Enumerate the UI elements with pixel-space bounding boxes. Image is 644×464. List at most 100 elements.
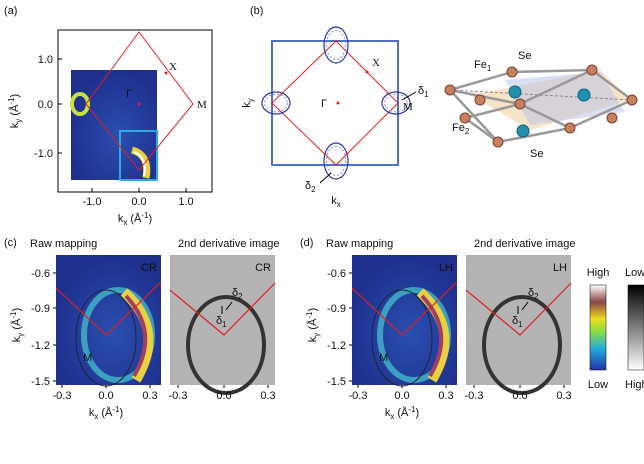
x-tick-label: 0.0 bbox=[131, 196, 146, 208]
bond bbox=[591, 69, 633, 101]
bond bbox=[511, 68, 593, 74]
axis-label-part: k bbox=[307, 336, 319, 342]
colorbar-label: Low bbox=[588, 379, 608, 391]
axis-label: ky (Å-1) bbox=[305, 308, 321, 342]
atom-label: Se bbox=[518, 50, 531, 62]
axis-label-part: (Å bbox=[394, 406, 409, 419]
x-tick-label: -0.3 bbox=[53, 390, 72, 402]
axis-label-part: -1 bbox=[408, 405, 416, 414]
delta-label-part: δ bbox=[512, 315, 518, 327]
axis-label-part: y bbox=[246, 98, 255, 102]
delta-label-part: δ bbox=[528, 287, 534, 299]
colorbar-label: High bbox=[625, 379, 644, 391]
fermi-pocket bbox=[420, 294, 444, 378]
axis-label-part: -1 bbox=[7, 97, 16, 105]
atom-label: Fe1 bbox=[474, 59, 492, 73]
delta-label-part: δ bbox=[418, 85, 424, 97]
axis-label: ky (Å-1) bbox=[9, 308, 25, 342]
x-dot bbox=[365, 70, 369, 74]
axis-label-part: (Å bbox=[127, 212, 142, 225]
y-tick-label: -1.5 bbox=[327, 376, 346, 388]
y-tick-label: -0.9 bbox=[327, 303, 346, 315]
bond bbox=[464, 102, 521, 120]
axis-label-part: x bbox=[94, 412, 98, 421]
pocket-inner bbox=[264, 93, 288, 113]
point-label: M bbox=[83, 352, 92, 364]
zone-edge bbox=[55, 281, 162, 336]
delta-label-part: 2 bbox=[238, 292, 243, 301]
axis-label-part: (Å bbox=[10, 318, 23, 333]
image-tag: CR bbox=[255, 262, 271, 274]
atom-label-part: 1 bbox=[487, 64, 492, 73]
arrow bbox=[319, 172, 332, 184]
x-tick-label: 0.0 bbox=[98, 390, 113, 402]
y-tick-label: -0.9 bbox=[31, 303, 50, 315]
x-tick-label: 0.0 bbox=[394, 390, 409, 402]
point-label: X bbox=[372, 57, 380, 69]
axis-label: kx (Å-1) bbox=[385, 405, 419, 421]
delta-label-part: 1 bbox=[518, 320, 523, 329]
axis-label-part: ) bbox=[307, 308, 319, 312]
axis-label-part: k bbox=[9, 122, 21, 128]
atom-label: Fe2 bbox=[452, 122, 470, 136]
pocket-inner bbox=[325, 30, 347, 60]
y-tick-label: 1.0 bbox=[38, 54, 53, 66]
axis-label: ky (Å-1) bbox=[7, 94, 23, 128]
colorbar-label: High bbox=[587, 267, 610, 279]
bond bbox=[497, 126, 571, 144]
x-tick-label: 0.0 bbox=[512, 390, 527, 402]
point-label: M bbox=[379, 352, 388, 364]
pocket bbox=[381, 91, 411, 115]
bond bbox=[464, 116, 499, 144]
y-tick-label: -1.2 bbox=[327, 340, 346, 352]
delta-label-part: 1 bbox=[222, 320, 227, 329]
pocket-inner bbox=[325, 146, 347, 176]
delta-label-part: 2 bbox=[311, 185, 316, 194]
image-tag: LH bbox=[553, 262, 567, 274]
axis-label: kx (Å-1) bbox=[89, 405, 123, 421]
fermi-pocket bbox=[70, 92, 90, 116]
delta-label: δ2 bbox=[232, 287, 243, 301]
zone-edge bbox=[169, 282, 276, 336]
bond bbox=[449, 70, 513, 92]
dash bbox=[449, 89, 633, 101]
panel-label: (a) bbox=[4, 5, 17, 17]
delta-label: δ2 bbox=[305, 180, 316, 194]
zoom-box bbox=[119, 130, 158, 181]
fe-atom bbox=[474, 94, 486, 106]
x-tick-label: 0.0 bbox=[216, 390, 231, 402]
colorbar bbox=[589, 284, 607, 371]
bond bbox=[449, 88, 521, 106]
se-atom bbox=[577, 88, 591, 102]
pocket bbox=[261, 91, 291, 115]
atom-label-part: 2 bbox=[465, 127, 470, 136]
fermi-pocket bbox=[124, 294, 148, 378]
axis-label-part: (Å bbox=[306, 318, 319, 333]
y-tick-label: 0.0 bbox=[38, 99, 53, 111]
point-label: Γ bbox=[126, 88, 132, 100]
axis-label-part: (Å bbox=[8, 104, 21, 119]
axis-label-part: k bbox=[118, 213, 124, 225]
colorbar-label: Low bbox=[625, 267, 644, 279]
axis-label-part: y bbox=[16, 333, 25, 337]
axis-label-part: k bbox=[89, 407, 95, 419]
gamma-dot bbox=[137, 102, 141, 106]
axis-label-part: x bbox=[123, 218, 127, 227]
ring bbox=[186, 295, 266, 395]
axis-label-part: y bbox=[312, 333, 321, 337]
atom-label-part: Fe bbox=[474, 59, 487, 71]
axis-label-part: -1 bbox=[141, 211, 149, 220]
image-tag: CR bbox=[141, 262, 157, 274]
delta-label-part: 2 bbox=[534, 292, 539, 301]
axis-label-part: k bbox=[11, 336, 23, 342]
brillouin-zone bbox=[271, 40, 399, 166]
y-tick-label: -1.2 bbox=[31, 340, 50, 352]
zone-edge bbox=[351, 281, 458, 336]
axis-label-part: ) bbox=[9, 94, 21, 98]
delta-label-part: δ bbox=[232, 287, 238, 299]
ring bbox=[482, 295, 562, 395]
panel-title: Raw mapping bbox=[30, 238, 97, 250]
point-label: X bbox=[169, 61, 177, 73]
y-tick-label: -1.0 bbox=[34, 148, 53, 160]
axis-label-part: x bbox=[390, 412, 394, 421]
